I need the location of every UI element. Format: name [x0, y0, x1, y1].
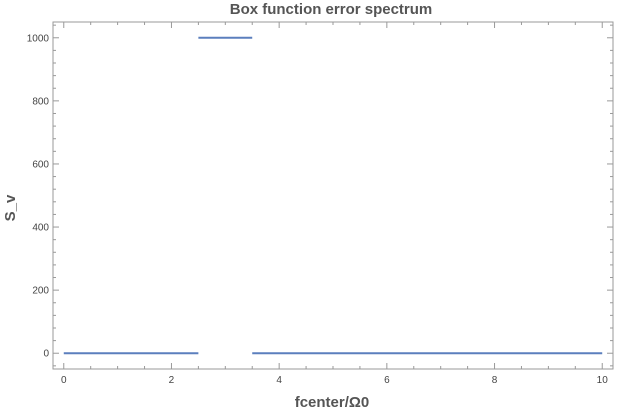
x-axis-label: fcenter/Ω0 [295, 394, 370, 411]
y-tick-label: 600 [32, 159, 49, 170]
series-lines [63, 36, 603, 355]
x-tick-label: 10 [597, 375, 609, 386]
y-tick-label: 400 [32, 223, 49, 234]
y-axis-ticks: 0 200 400 600 800 1000 [27, 24, 613, 367]
y-tick-label: 1000 [27, 33, 50, 44]
y-axis-label: S_v [2, 194, 19, 221]
y-tick-label: 200 [32, 286, 49, 297]
plot-frame [52, 21, 614, 370]
x-tick-label: 4 [276, 375, 282, 386]
y-tick-label: 800 [32, 96, 49, 107]
x-tick-label: 8 [492, 375, 498, 386]
chart-title: Box function error spectrum [230, 1, 433, 18]
x-axis-ticks: 0 2 4 6 8 10 [61, 22, 608, 386]
x-tick-label: 2 [169, 375, 175, 386]
x-tick-label: 6 [384, 375, 390, 386]
y-tick-label: 0 [43, 349, 49, 360]
x-tick-label: 0 [61, 375, 67, 386]
